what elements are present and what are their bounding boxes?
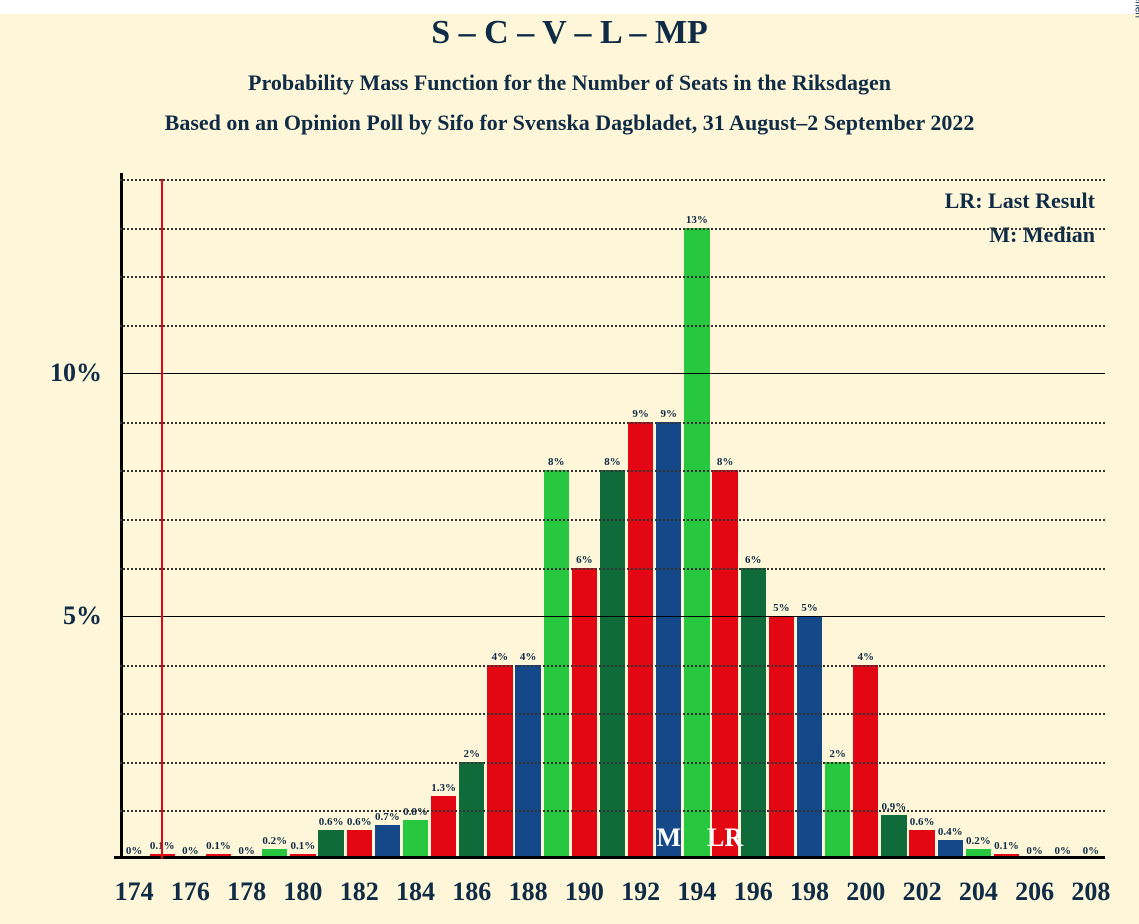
chart-marker: LR — [707, 823, 743, 853]
x-tick-label: 202 — [903, 877, 942, 907]
gridline-major — [120, 616, 1105, 617]
x-tick-label: 206 — [1015, 877, 1054, 907]
bar — [375, 825, 400, 859]
x-tick-label: 184 — [396, 877, 435, 907]
bar-value-label: 0.6% — [319, 816, 344, 828]
bar-value-label: 9% — [661, 408, 678, 420]
bar-value-label: 0.6% — [347, 816, 372, 828]
bar-value-label: 0.2% — [966, 835, 991, 847]
bar-value-label: 2% — [464, 748, 481, 760]
bar-value-label: 1.3% — [431, 782, 456, 794]
gridline-minor — [120, 810, 1105, 812]
gridline-minor — [120, 713, 1105, 715]
x-axis — [114, 856, 1105, 859]
bar-value-label: 4% — [858, 651, 875, 663]
gridline-minor — [120, 325, 1105, 327]
bar-value-label: 9% — [632, 408, 649, 420]
bar — [403, 820, 428, 859]
x-tick-label: 180 — [283, 877, 322, 907]
x-tick-label: 188 — [509, 877, 548, 907]
bar-value-label: 0.4% — [938, 826, 963, 838]
bar-value-label: 6% — [745, 554, 762, 566]
bar-value-label: 8% — [548, 456, 565, 468]
bar — [769, 616, 794, 859]
gridline-minor — [120, 470, 1105, 472]
gridline-major — [120, 373, 1105, 374]
bar — [797, 616, 822, 859]
bar — [684, 228, 709, 859]
chart-subtitle-2: Based on an Opinion Poll by Sifo for Sve… — [0, 110, 1139, 136]
bar-value-label: 6% — [576, 554, 593, 566]
bar-value-label: 8% — [717, 456, 734, 468]
y-tick-label: 10% — [50, 358, 102, 388]
bar — [881, 815, 906, 859]
bar-value-label: 0.2% — [262, 835, 287, 847]
x-tick-label: 200 — [846, 877, 885, 907]
x-tick-label: 182 — [340, 877, 379, 907]
x-tick-label: 174 — [115, 877, 154, 907]
bar-value-label: 2% — [829, 748, 846, 760]
bar-value-label: 0.1% — [291, 840, 316, 852]
bar — [656, 422, 681, 859]
bar-value-label: 13% — [686, 214, 708, 226]
x-tick-label: 176 — [171, 877, 210, 907]
x-tick-label: 194 — [677, 877, 716, 907]
gridline-minor — [120, 568, 1105, 570]
gridline-minor — [120, 276, 1105, 278]
gridline-minor — [120, 665, 1105, 667]
bar — [431, 796, 456, 859]
x-tick-label: 190 — [565, 877, 604, 907]
bar — [628, 422, 653, 859]
x-tick-label: 196 — [734, 877, 773, 907]
bar-value-label: 0.7% — [375, 811, 400, 823]
bar-value-label: 4% — [520, 651, 537, 663]
bar-value-label: 0.1% — [994, 840, 1019, 852]
bar-value-label: 8% — [604, 456, 621, 468]
x-tick-label: 192 — [621, 877, 660, 907]
chart-title: S – C – V – L – MP — [0, 14, 1139, 52]
copyright-text: © 2022 Filip van Laenen — [1133, 0, 1139, 18]
x-tick-label: 178 — [227, 877, 266, 907]
bar-value-label: 0.1% — [206, 840, 231, 852]
gridline-minor — [120, 762, 1105, 764]
chart-marker: M — [657, 823, 682, 853]
chart-subtitle-1: Probability Mass Function for the Number… — [0, 70, 1139, 96]
bar — [909, 830, 934, 859]
x-tick-label: 208 — [1071, 877, 1110, 907]
gridline-minor — [120, 228, 1105, 230]
bar-value-label: 5% — [801, 602, 818, 614]
gridline-minor — [120, 179, 1105, 181]
figure: © 2022 Filip van Laenen S – C – V – L – … — [0, 14, 1139, 924]
bar-chart: 0%0.1%0%0.1%0%0.2%0.1%0.6%0.6%0.7%0.8%1.… — [120, 179, 1105, 859]
bar-value-label: 0.6% — [910, 816, 935, 828]
gridline-minor — [120, 422, 1105, 424]
bar-value-label: 5% — [773, 602, 790, 614]
bar — [347, 830, 372, 859]
bar — [318, 830, 343, 859]
x-tick-label: 198 — [790, 877, 829, 907]
x-tick-label: 204 — [959, 877, 998, 907]
gridline-minor — [120, 519, 1105, 521]
x-tick-label: 186 — [452, 877, 491, 907]
lr-reference-line — [161, 179, 163, 859]
bar-value-label: 4% — [492, 651, 509, 663]
y-tick-label: 5% — [63, 601, 102, 631]
